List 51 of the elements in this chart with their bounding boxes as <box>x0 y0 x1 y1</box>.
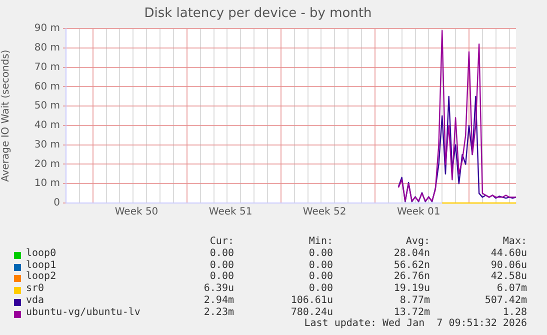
y-tick-label: 20 m <box>34 158 60 170</box>
chart-title: Disk latency per device - by month <box>144 6 372 22</box>
text: 0.00 <box>308 248 333 260</box>
y-tick-label: 70 m <box>34 62 60 73</box>
text: 56.62n <box>394 260 430 272</box>
x-tick-label: Week 50 <box>114 206 158 218</box>
x-tick-label: Week 01 <box>396 206 440 218</box>
y-axis-title: Average IO Wait (seconds) <box>0 50 12 182</box>
text: Avg: <box>406 236 430 248</box>
text: Last update: Wed Jan 7 09:51:32 2026 <box>304 318 527 330</box>
text: 780.24u <box>290 306 333 318</box>
text: Min: <box>308 236 333 248</box>
y-tick-label: 10 m <box>34 178 60 190</box>
text: 0.00 <box>308 271 333 284</box>
y-tick-label: 0 <box>54 198 60 209</box>
legend-label: loop1 <box>26 260 56 271</box>
text: 0.00 <box>210 248 234 260</box>
text: 2.94m <box>204 294 234 307</box>
y-tick-label: 80 m <box>34 42 60 54</box>
legend-label: vda <box>26 294 44 307</box>
text: 0.00 <box>308 283 333 296</box>
y-tick-label: 30 m <box>34 139 60 150</box>
y-tick-label: 60 m <box>34 81 60 92</box>
text: 8.77m <box>400 294 430 307</box>
text: 19.19u <box>394 283 430 296</box>
legend-label: ubuntu-vg/ubuntu-lv <box>26 306 140 318</box>
text: 106.61u <box>290 294 333 307</box>
text: 6.39u <box>204 283 234 296</box>
text: 90.06u <box>490 260 527 272</box>
legend-label: loop2 <box>26 271 56 284</box>
y-tick-label: 40 m <box>34 120 60 132</box>
text: Max: <box>502 236 527 248</box>
text: 507.42m <box>484 294 527 307</box>
y-tick-label: 50 m <box>34 100 60 112</box>
x-tick-label: Week 51 <box>208 206 252 218</box>
text: Cur: <box>210 236 234 248</box>
text: 13.72m <box>394 306 430 318</box>
text: 26.76n <box>394 271 430 284</box>
text: 0.00 <box>210 271 234 284</box>
legend-label: sr0 <box>26 283 44 295</box>
text: 0.00 <box>308 260 333 272</box>
legend-label: loop0 <box>26 248 56 260</box>
text: 2.23m <box>204 306 234 318</box>
text: 6.07m <box>496 283 527 296</box>
text: 44.60u <box>490 248 527 260</box>
text: 42.58u <box>490 271 527 284</box>
text: 0.00 <box>210 260 234 272</box>
x-tick-label: Week 52 <box>302 206 346 218</box>
text: 1.28 <box>502 306 527 318</box>
y-tick-label: 90 m <box>34 23 60 34</box>
text: 28.04n <box>394 248 430 260</box>
